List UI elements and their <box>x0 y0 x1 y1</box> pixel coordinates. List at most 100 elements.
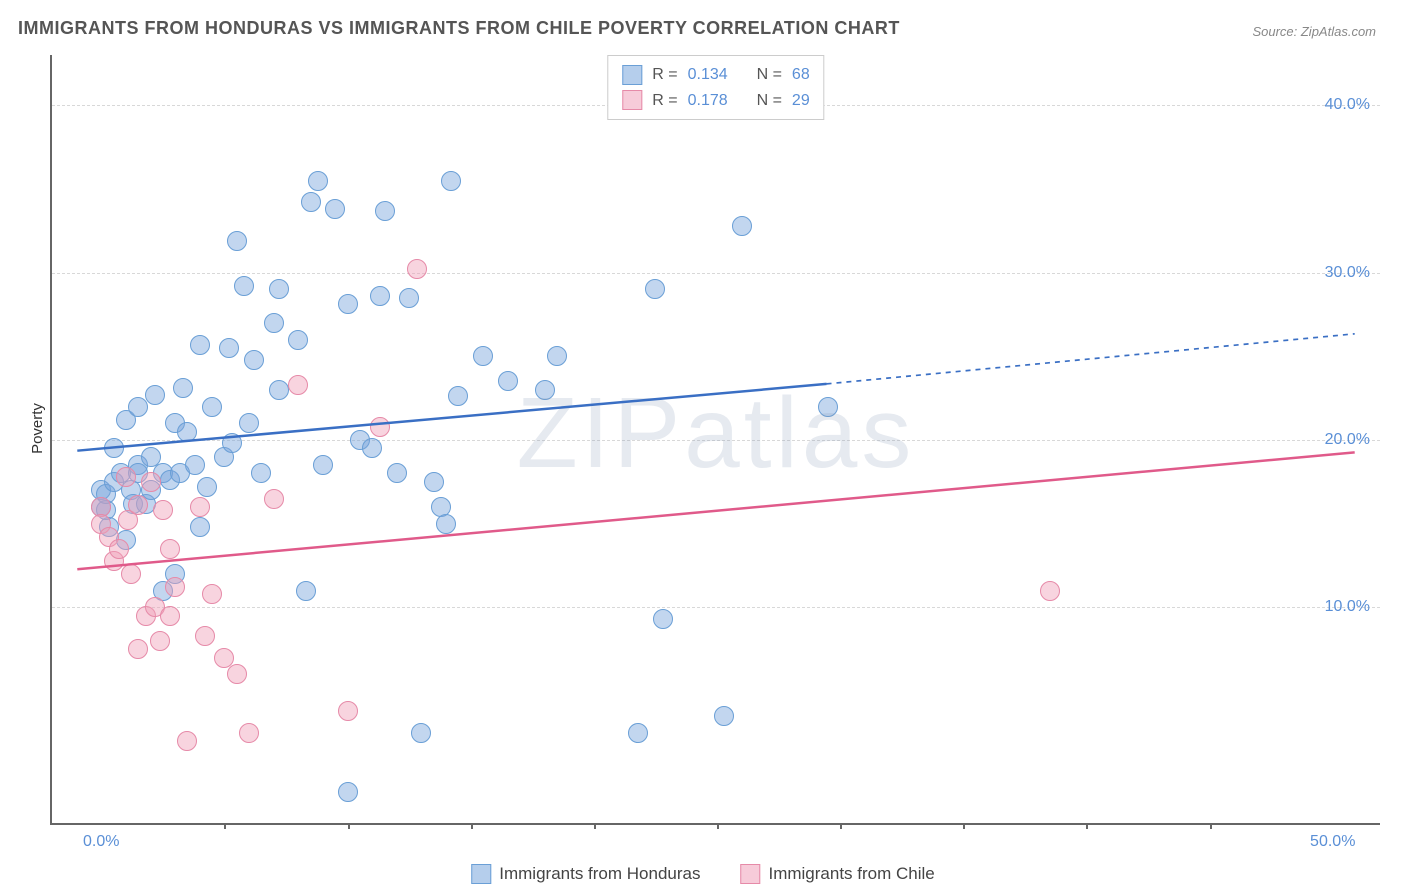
y-tick-label: 30.0% <box>1325 264 1370 282</box>
data-point <box>121 564 141 584</box>
legend-swatch <box>622 65 642 85</box>
legend-row: R =0.178 N =29 <box>622 88 809 114</box>
x-minor-tick <box>348 823 350 829</box>
data-point <box>227 664 247 684</box>
data-point <box>128 639 148 659</box>
y-axis-label: Poverty <box>29 403 46 454</box>
x-tick-label: 0.0% <box>83 833 119 851</box>
gridline-horizontal <box>52 607 1380 608</box>
data-point <box>264 489 284 509</box>
data-point <box>109 539 129 559</box>
watermark: ZIPatlas <box>517 376 916 491</box>
data-point <box>375 201 395 221</box>
data-point <box>185 455 205 475</box>
legend-item: Immigrants from Honduras <box>471 864 700 884</box>
data-point <box>714 706 734 726</box>
data-point <box>116 467 136 487</box>
data-point <box>239 723 259 743</box>
data-point <box>547 346 567 366</box>
data-point <box>338 294 358 314</box>
data-point <box>190 497 210 517</box>
data-point <box>269 380 289 400</box>
legend-series: Immigrants from Honduras Immigrants from … <box>471 864 935 884</box>
data-point <box>325 199 345 219</box>
data-point <box>219 338 239 358</box>
data-point <box>244 350 264 370</box>
data-point <box>202 584 222 604</box>
data-point <box>173 378 193 398</box>
gridline-horizontal <box>52 440 1380 441</box>
data-point <box>177 731 197 751</box>
data-point <box>436 514 456 534</box>
legend-row: R =0.134 N =68 <box>622 62 809 88</box>
data-point <box>653 609 673 629</box>
data-point <box>234 276 254 296</box>
legend-swatch <box>622 90 642 110</box>
data-point <box>448 386 468 406</box>
x-tick-label: 50.0% <box>1310 833 1355 851</box>
data-point <box>128 397 148 417</box>
x-minor-tick <box>224 823 226 829</box>
y-tick-label: 40.0% <box>1325 96 1370 114</box>
data-point <box>150 631 170 651</box>
legend-label: Immigrants from Honduras <box>499 864 700 884</box>
y-tick-label: 20.0% <box>1325 431 1370 449</box>
x-minor-tick <box>963 823 965 829</box>
x-minor-tick <box>840 823 842 829</box>
x-minor-tick <box>1210 823 1212 829</box>
data-point <box>441 171 461 191</box>
data-point <box>645 279 665 299</box>
data-point <box>269 279 289 299</box>
gridline-horizontal <box>52 273 1380 274</box>
source-label: Source: ZipAtlas.com <box>1252 24 1376 39</box>
data-point <box>197 477 217 497</box>
data-point <box>362 438 382 458</box>
regression-lines <box>52 55 1380 823</box>
data-point <box>239 413 259 433</box>
data-point <box>301 192 321 212</box>
data-point <box>195 626 215 646</box>
x-minor-tick <box>594 823 596 829</box>
data-point <box>251 463 271 483</box>
legend-swatch <box>471 864 491 884</box>
data-point <box>498 371 518 391</box>
data-point <box>535 380 555 400</box>
legend-correlation: R =0.134 N =68R =0.178 N =29 <box>607 55 824 120</box>
data-point <box>370 286 390 306</box>
data-point <box>288 375 308 395</box>
data-point <box>313 455 333 475</box>
data-point <box>296 581 316 601</box>
data-point <box>411 723 431 743</box>
data-point <box>141 472 161 492</box>
data-point <box>473 346 493 366</box>
data-point <box>338 782 358 802</box>
data-point <box>732 216 752 236</box>
data-point <box>338 701 358 721</box>
data-point <box>177 422 197 442</box>
data-point <box>202 397 222 417</box>
plot-area: ZIPatlas R =0.134 N =68R =0.178 N =29 10… <box>50 55 1380 825</box>
data-point <box>160 539 180 559</box>
data-point <box>308 171 328 191</box>
data-point <box>190 517 210 537</box>
data-point <box>399 288 419 308</box>
data-point <box>628 723 648 743</box>
data-point <box>104 438 124 458</box>
data-point <box>1040 581 1060 601</box>
data-point <box>288 330 308 350</box>
data-point <box>818 397 838 417</box>
data-point <box>153 500 173 520</box>
y-tick-label: 10.0% <box>1325 598 1370 616</box>
chart-title: IMMIGRANTS FROM HONDURAS VS IMMIGRANTS F… <box>18 18 900 39</box>
data-point <box>160 606 180 626</box>
legend-item: Immigrants from Chile <box>740 864 934 884</box>
data-point <box>128 495 148 515</box>
data-point <box>387 463 407 483</box>
data-point <box>190 335 210 355</box>
x-minor-tick <box>471 823 473 829</box>
data-point <box>370 417 390 437</box>
data-point <box>264 313 284 333</box>
legend-label: Immigrants from Chile <box>768 864 934 884</box>
legend-swatch <box>740 864 760 884</box>
data-point <box>424 472 444 492</box>
